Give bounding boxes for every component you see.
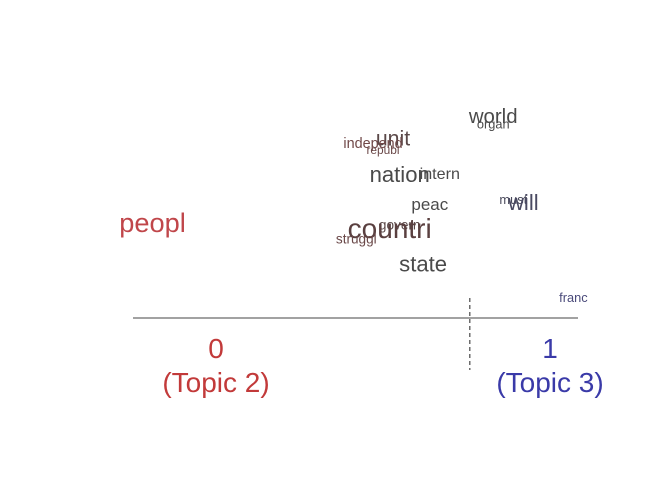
word-peopl: peopl — [119, 207, 186, 238]
word-must: must — [499, 192, 527, 207]
word-countri: countri — [348, 213, 432, 244]
axis-left-topic-label: (Topic 2) — [162, 367, 269, 398]
word-unit: unit — [376, 126, 410, 150]
word-govern: govern — [379, 217, 421, 232]
axis-right-value: 1 — [542, 333, 558, 364]
word-will: will — [507, 190, 539, 215]
word-franc: franc — [559, 290, 588, 305]
word-independ: independ — [343, 136, 402, 152]
axis-right-topic-label: (Topic 3) — [496, 367, 603, 398]
word-state: state — [399, 251, 447, 276]
word-peac: peac — [411, 195, 448, 214]
word-intern: intern — [420, 165, 460, 183]
axis-left-value: 0 — [208, 333, 224, 364]
word-struggl: struggl — [336, 231, 377, 246]
word-organ: organ — [477, 117, 510, 132]
word-nation: nation — [370, 162, 430, 187]
word-republ: republ — [366, 143, 399, 157]
word-world: world — [468, 106, 518, 128]
